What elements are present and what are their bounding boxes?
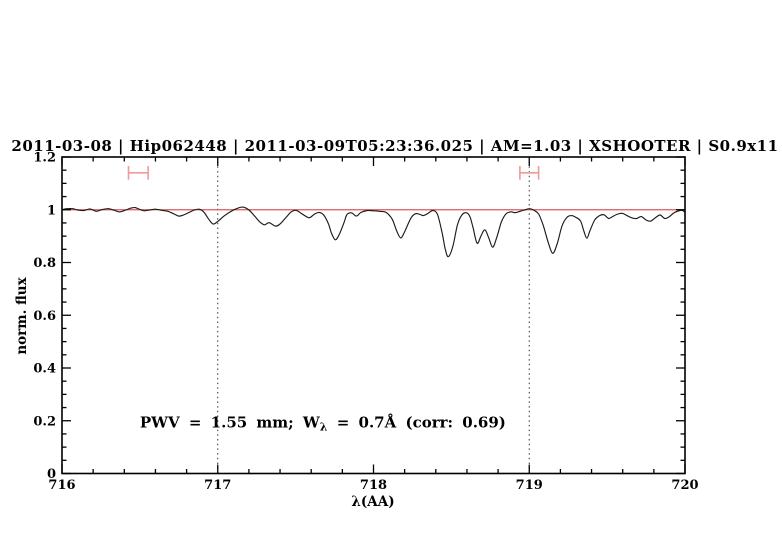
equivalent-width-marker	[519, 165, 540, 180]
tick-labels-layer: 716 717 718 719 720 0 0.2 0.4 0.6 0.8 1 1.2	[33, 151, 698, 494]
pwv-annotation-rest: = 0.7Å (corr: 0.69)	[328, 413, 506, 431]
y-tick-label: 0.6	[33, 309, 56, 324]
lambda-subscript: λ	[320, 420, 328, 433]
pwv-annotation: PWV = 1.55 mm; Wλ = 0.7Å (corr: 0.69)	[140, 413, 506, 433]
y-tick-label: 0	[47, 467, 56, 482]
y-tick-label: 0.2	[33, 414, 56, 429]
y-tick-label: 1	[47, 203, 56, 218]
x-tick-label: 717	[204, 478, 231, 493]
x-tick-label: 720	[671, 478, 698, 493]
y-tick-label: 0.4	[33, 362, 56, 377]
x-tick-label: 719	[516, 478, 543, 493]
data-layer	[61, 165, 686, 258]
pwv-annotation-main: PWV = 1.55 mm; W	[140, 413, 321, 431]
y-tick-label: 0.8	[33, 256, 56, 271]
y-axis-label: norm. flux	[14, 276, 30, 354]
axes-layer	[61, 156, 686, 475]
x-tick-label: 716	[48, 478, 75, 493]
plot-title: 2011-03-08 | Hip062448 | 2011-03-09T05:2…	[11, 137, 778, 155]
spectrum-line	[61, 206, 686, 258]
x-tick-label: 718	[360, 478, 387, 493]
equivalent-width-marker	[127, 165, 149, 180]
y-tick-label: 1.2	[33, 151, 56, 166]
x-axis-label: λ(AA)	[351, 494, 394, 510]
